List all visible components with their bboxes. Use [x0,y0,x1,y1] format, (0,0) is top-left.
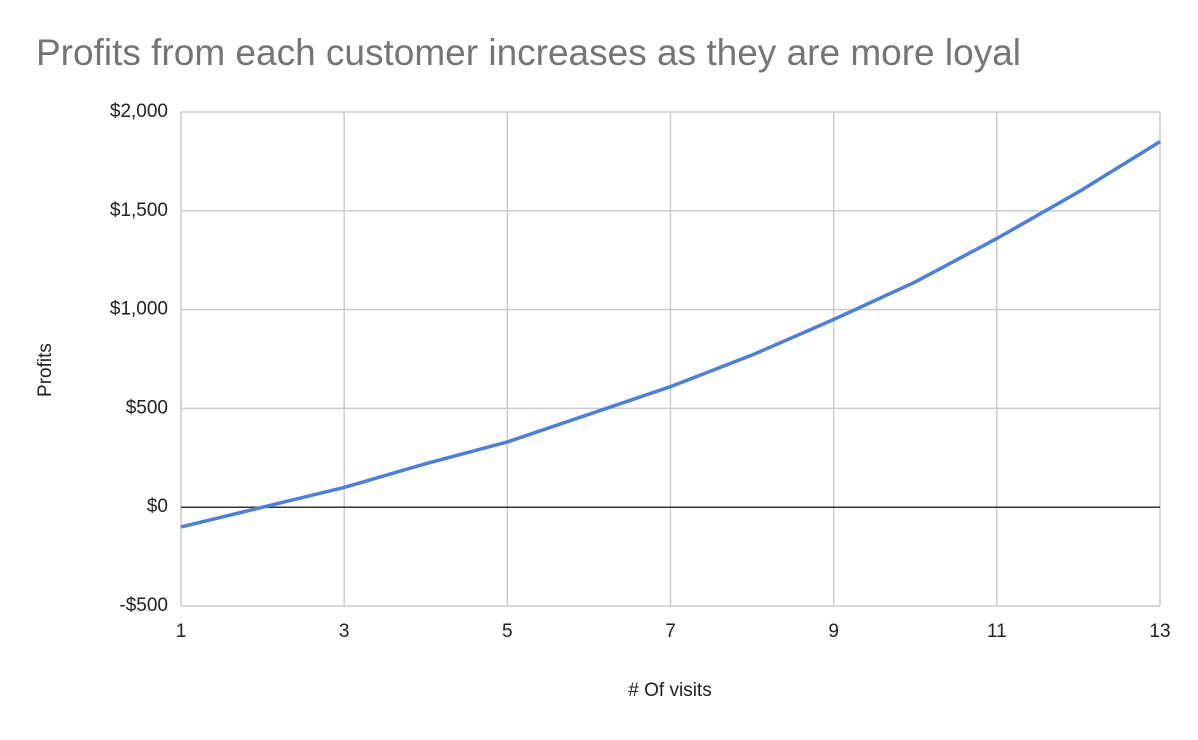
x-tick-label: 3 [339,621,350,642]
x-tick-label: 1 [176,621,187,642]
x-tick-label: 7 [665,621,676,642]
x-tick-label: 9 [828,621,839,642]
chart-title: Profits from each customer increases as … [36,32,1021,73]
y-tick-label: $0 [147,496,168,517]
x-tick-label: 5 [502,621,513,642]
y-tick-label: $1,000 [110,299,168,320]
line [180,140,1161,529]
x-tick-label: 11 [987,621,1007,642]
x-tick-label: 13 [1149,621,1170,642]
x-axis-title: # Of visits [628,680,711,701]
y-tick-label: $2,000 [110,101,168,122]
y-tick-label: $500 [126,397,168,418]
y-axis-title: Profits [35,343,56,397]
y-tick-label: $1,500 [110,200,168,221]
y-tick-label: -$500 [119,595,168,616]
